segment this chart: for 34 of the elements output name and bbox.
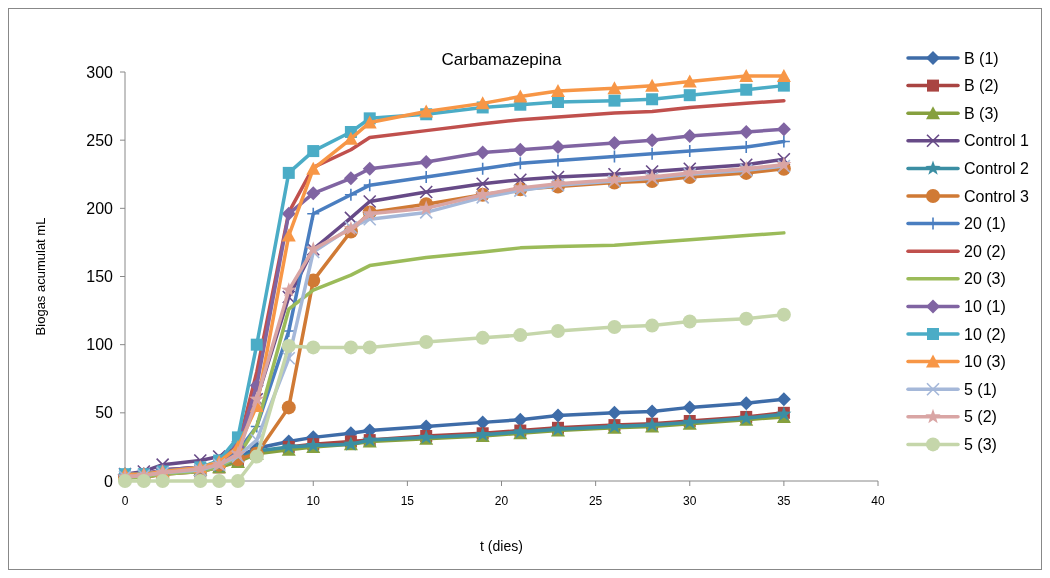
legend-label: B (2): [964, 77, 999, 95]
legend-label: 20 (1): [964, 215, 1006, 233]
y-tick-label: 0: [104, 472, 114, 490]
x-tick-label: 5: [215, 494, 223, 508]
x-tick-label: 30: [683, 494, 697, 508]
x-tick-label: 0: [121, 494, 129, 508]
legend-label: B (3): [964, 104, 999, 122]
chart-title: Carbamazepina: [441, 50, 563, 69]
legend-label: 10 (1): [964, 298, 1006, 315]
legend-label: 10 (2): [964, 325, 1006, 343]
x-tick-label: 40: [871, 494, 885, 508]
y-tick-label: 250: [86, 131, 114, 149]
x-tick-label: 20: [494, 494, 509, 508]
legend-label: Control 3: [964, 187, 1030, 205]
x-tick-label: 15: [400, 494, 415, 508]
x-tick-label: 35: [777, 494, 791, 508]
y-tick-label: 200: [86, 199, 114, 217]
y-tick-label: 100: [86, 336, 114, 354]
legend-label: 20 (2): [964, 242, 1006, 260]
x-axis-title: t (dies): [480, 538, 523, 554]
legend-label: Control 2: [964, 160, 1030, 177]
y-tick-label: 300: [86, 63, 114, 81]
x-tick-label: 10: [306, 494, 321, 508]
y-axis-title: Biogas acumulat mL: [33, 217, 48, 336]
x-tick-label: 25: [588, 494, 603, 508]
legend-label: B (1): [964, 49, 999, 67]
legend-label: 5 (1): [964, 380, 997, 398]
legend-label: Control 1: [964, 132, 1030, 150]
legend-label: 10 (3): [964, 353, 1006, 371]
legend-label: 20 (3): [964, 270, 1006, 288]
y-tick-label: 150: [86, 268, 114, 286]
legend-label: 5 (2): [964, 408, 997, 426]
legend-label: 5 (3): [964, 436, 997, 453]
y-tick-label: 50: [95, 404, 114, 422]
